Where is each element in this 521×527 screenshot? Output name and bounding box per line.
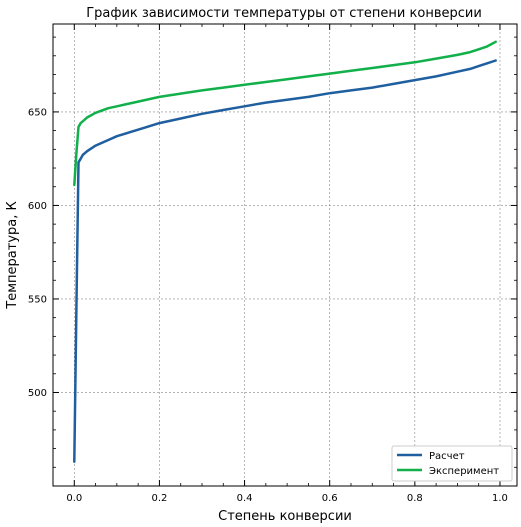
legend: Расчет Эксперимент xyxy=(391,445,513,482)
axis-ticks xyxy=(52,24,517,486)
x-tick-label: 0.4 xyxy=(237,493,253,504)
y-tick-label: 500 xyxy=(28,388,47,399)
legend-label-eksperiment: Эксперимент xyxy=(429,466,499,477)
y-axis-label: Температура, К xyxy=(5,201,20,309)
series-lines xyxy=(73,40,497,463)
y-tick-label: 600 xyxy=(28,201,47,212)
y-tick-label: 650 xyxy=(28,107,47,118)
x-tick-label: 0.2 xyxy=(151,493,167,504)
x-tick-label: 0.6 xyxy=(322,493,338,504)
x-tick-label: 0.8 xyxy=(407,493,423,504)
x-tick-label: 0.0 xyxy=(66,493,82,504)
grid xyxy=(53,24,517,486)
y-tick-label: 550 xyxy=(28,294,47,305)
chart-title: График зависимости температуры от степен… xyxy=(86,6,482,21)
y-tick-labels: 500 550 600 650 xyxy=(28,107,47,399)
series-line-eksperiment xyxy=(73,40,497,187)
series-line-raschet xyxy=(73,59,497,463)
x-axis-label: Степень конверсии xyxy=(218,509,352,524)
x-tick-labels: 0.0 0.2 0.4 0.6 0.8 1.0 xyxy=(66,493,508,504)
legend-label-raschet: Расчет xyxy=(429,451,465,462)
x-tick-label: 1.0 xyxy=(492,493,508,504)
plot-area-frame xyxy=(52,23,518,487)
